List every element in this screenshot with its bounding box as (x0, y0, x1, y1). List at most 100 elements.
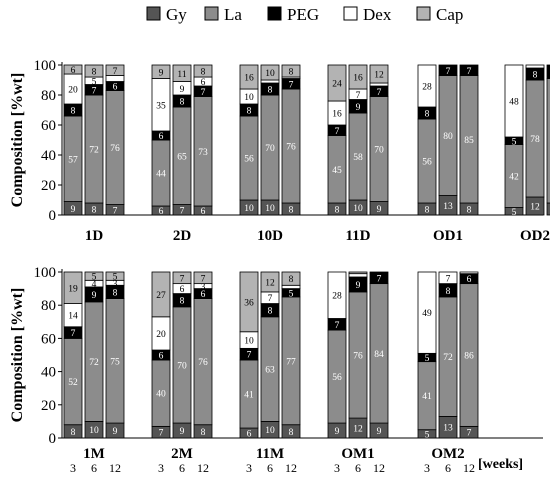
segment-value-label: 20 (68, 86, 78, 96)
week-tick-label: 3 (246, 461, 252, 475)
legend-label-peg: PEG (287, 5, 319, 24)
week-tick-label: 3 (158, 461, 164, 475)
bar-segment-cap (84, 64, 104, 78)
segment-value-label: 76 (198, 358, 208, 368)
segment-value-label: 42 (509, 173, 519, 183)
segment-value-label: 6 (159, 207, 164, 217)
bar-segment-cap (239, 64, 259, 90)
category-label-10d: 10D (257, 228, 283, 244)
segment-value-label: 7 (180, 274, 185, 284)
segment-value-label: 9 (377, 427, 382, 437)
category-label-1m: 1M (83, 446, 105, 462)
segment-value-label: 7 (289, 80, 294, 90)
bar-segment-cap (84, 271, 104, 281)
week-tick-label: 12 (463, 461, 475, 475)
weeks-unit-label: [weeks] (478, 457, 523, 472)
bar-segment-cap (193, 271, 213, 285)
bar-segment-cap (281, 271, 301, 286)
segment-value-label: 9 (159, 68, 164, 78)
segment-value-label: 45 (332, 166, 342, 176)
bar-segment-dex (260, 79, 280, 84)
category-label-1d: 1D (85, 228, 104, 244)
y-tick-label: 80 (41, 298, 56, 314)
segment-value-label: 5 (92, 77, 97, 87)
segment-value-label: 8 (268, 86, 273, 96)
bar-segment-cap (63, 271, 83, 304)
bar-segment-dex (525, 64, 545, 69)
bar-segment-cap (151, 64, 171, 79)
segment-value-label: 7 (180, 206, 185, 216)
segment-value-label: 10 (244, 93, 254, 103)
segment-value-label: 7 (71, 329, 76, 339)
week-tick-label: 6 (267, 461, 273, 475)
segment-value-label: 7 (201, 88, 206, 98)
segment-value-label: 84 (374, 350, 384, 360)
category-label-11d: 11D (345, 228, 370, 244)
segment-value-label: 12 (353, 425, 363, 435)
segment-value-label: 7 (467, 429, 472, 439)
y-tick-label: 80 (41, 88, 56, 104)
category-label-2d: 2D (173, 228, 192, 244)
segment-value-label: 19 (68, 284, 78, 294)
segment-value-label: 4 (92, 280, 97, 290)
segment-value-label: 7 (247, 351, 252, 361)
y-tick-label: 20 (41, 398, 56, 414)
y-tick-label: 100 (34, 58, 57, 74)
bar-segment-cap (105, 64, 125, 76)
bar-segment-dex (327, 271, 347, 319)
segment-value-label: 8 (467, 206, 472, 216)
segment-value-label: 9 (113, 427, 118, 437)
segment-value-label: 12 (374, 71, 384, 81)
week-tick-label: 3 (424, 461, 430, 475)
segment-value-label: 9 (71, 205, 76, 215)
segment-value-label: 11 (177, 70, 186, 80)
segment-value-label: 48 (509, 98, 519, 108)
segment-value-label: 52 (68, 378, 78, 388)
segment-value-label: 5 (512, 208, 517, 218)
segment-value-label: 16 (332, 110, 342, 120)
segment-value-label: 56 (332, 373, 342, 383)
legend-label-gy: Gy (166, 5, 187, 24)
segment-value-label: 6 (201, 78, 206, 88)
segment-value-label: 6 (159, 352, 164, 362)
segment-value-label: 10 (265, 204, 275, 214)
legend-swatch-peg (267, 6, 282, 21)
segment-value-label: 12 (530, 203, 540, 213)
segment-value-label: 8 (92, 68, 97, 78)
segment-value-label: 7 (159, 429, 164, 439)
legend-label-dex: Dex (363, 5, 392, 24)
segment-value-label: 8 (71, 428, 76, 438)
segment-value-label: 5 (113, 273, 118, 283)
segment-value-label: 9 (356, 281, 361, 291)
segment-value-label: 27 (156, 291, 166, 301)
bar-segment-peg (546, 64, 550, 79)
segment-value-label: 8 (425, 206, 430, 216)
segment-value-label: 7 (467, 67, 472, 77)
bar-segment-dex (504, 64, 524, 138)
segment-value-label: 6 (467, 275, 472, 285)
segment-value-label: 6 (201, 207, 206, 217)
segment-value-label: 80 (443, 132, 453, 142)
bar-segment-cap (260, 64, 280, 81)
segment-value-label: 7 (268, 294, 273, 304)
segment-value-label: 8 (180, 98, 185, 108)
week-tick-label: 6 (91, 461, 97, 475)
segment-value-label: 6 (180, 285, 185, 295)
bar-segment-dex (281, 284, 301, 289)
segment-value-label: 76 (353, 352, 363, 362)
bar-segment-dex (417, 64, 437, 108)
segment-value-label: 72 (443, 353, 453, 363)
bar-segment-dex (348, 273, 368, 278)
bar-segment-peg (459, 64, 479, 76)
segment-value-label: 65 (177, 152, 187, 162)
segment-value-label: 28 (332, 292, 342, 302)
segment-value-label: 9 (92, 291, 97, 301)
bar-segment-cap (281, 64, 301, 78)
y-tick-label: 100 (34, 265, 57, 281)
segment-value-label: 8 (113, 288, 118, 298)
legend: Gy La PEG Dex Cap (146, 5, 463, 24)
y-tick-label: 40 (41, 148, 56, 164)
